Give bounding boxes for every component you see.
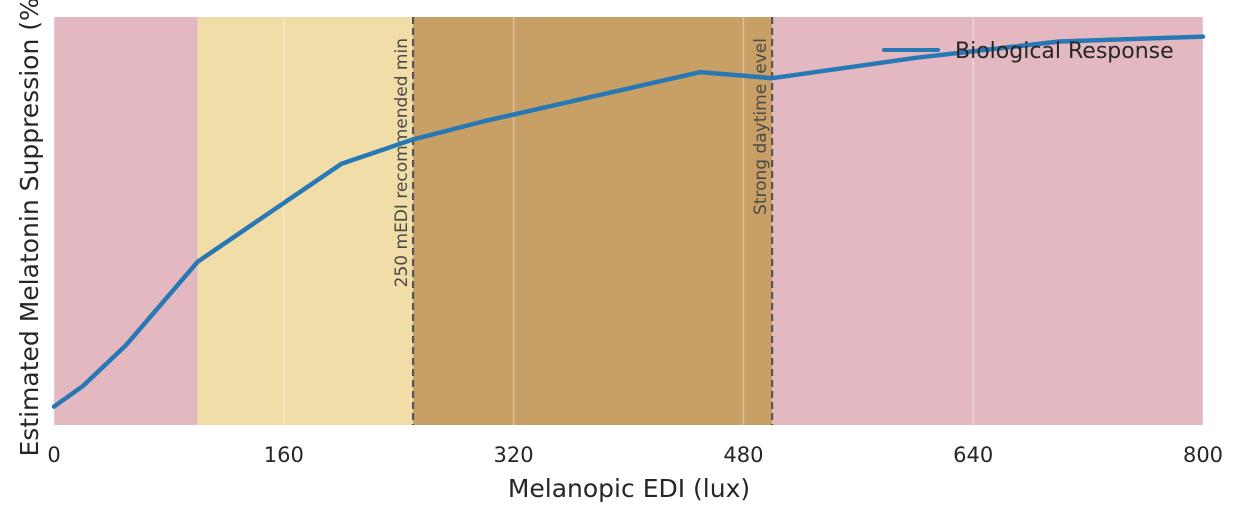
- x-tick-label-1: 160: [264, 443, 304, 467]
- band-0: [54, 17, 198, 425]
- x-axis-title: Melanopic EDI (lux): [508, 474, 750, 503]
- x-tick-label-5: 800: [1183, 443, 1223, 467]
- background-bands: [54, 17, 1203, 425]
- x-tick-labels: 0 160 320 480 640 800: [47, 443, 1223, 467]
- band-2: [413, 17, 773, 425]
- reference-line-label-0: 250 mEDI recommended min: [392, 38, 412, 287]
- y-axis-title: Estimated Melatonin Suppression (%): [15, 0, 44, 457]
- series-layer: [51, 34, 1206, 409]
- band-3: [772, 17, 1203, 425]
- legend: Biological Response: [882, 39, 1174, 64]
- band-1: [197, 17, 414, 425]
- reference-lines: 250 mEDI recommended min Strong daytime l…: [392, 17, 774, 425]
- legend-label-biological-response: Biological Response: [955, 39, 1174, 64]
- reference-line-label-1: Strong daytime level: [751, 38, 771, 215]
- x-tick-label-0: 0: [47, 443, 60, 467]
- x-tick-label-4: 640: [953, 443, 993, 467]
- gridlines: [53, 17, 1204, 425]
- x-tick-label-2: 320: [494, 443, 534, 467]
- x-tick-label-3: 480: [723, 443, 763, 467]
